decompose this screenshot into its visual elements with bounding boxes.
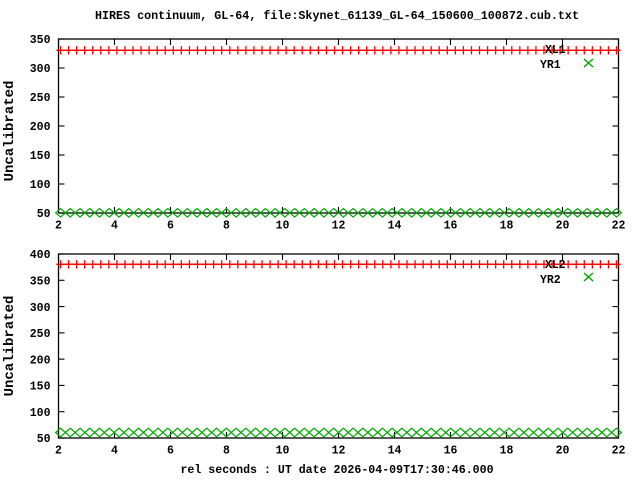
- svg-text:12: 12: [332, 445, 346, 458]
- svg-text:150: 150: [30, 150, 51, 163]
- svg-text:6: 6: [167, 220, 174, 233]
- svg-text:300: 300: [30, 302, 51, 315]
- svg-text:6: 6: [167, 445, 174, 458]
- svg-text:50: 50: [37, 433, 51, 446]
- svg-text:XL1: XL1: [545, 44, 566, 57]
- svg-text:100: 100: [30, 407, 51, 420]
- svg-text:YR1: YR1: [540, 59, 561, 72]
- svg-text:200: 200: [30, 121, 51, 134]
- svg-text:350: 350: [30, 34, 51, 47]
- svg-text:20: 20: [556, 445, 570, 458]
- svg-text:16: 16: [444, 445, 458, 458]
- svg-text:10: 10: [276, 220, 290, 233]
- svg-text:20: 20: [556, 220, 570, 233]
- svg-text:4: 4: [111, 445, 118, 458]
- svg-text:200: 200: [30, 354, 51, 367]
- svg-text:18: 18: [500, 220, 514, 233]
- svg-text:14: 14: [388, 445, 402, 458]
- svg-text:50: 50: [37, 208, 51, 221]
- svg-text:rel seconds : UT date 2026-04-: rel seconds : UT date 2026-04-09T17:30:4…: [180, 464, 493, 477]
- svg-text:2: 2: [55, 445, 62, 458]
- svg-text:Uncalibrated: Uncalibrated: [2, 296, 18, 397]
- svg-text:14: 14: [388, 220, 402, 233]
- svg-text:8: 8: [223, 445, 230, 458]
- svg-text:18: 18: [500, 445, 514, 458]
- svg-text:250: 250: [30, 328, 51, 341]
- svg-text:300: 300: [30, 63, 51, 76]
- svg-text:4: 4: [111, 220, 118, 233]
- svg-text:YR2: YR2: [540, 274, 561, 287]
- svg-text:Uncalibrated: Uncalibrated: [2, 81, 18, 182]
- svg-text:10: 10: [276, 445, 290, 458]
- svg-text:XL2: XL2: [545, 259, 566, 272]
- svg-text:22: 22: [612, 220, 626, 233]
- svg-text:HIRES continuum, GL-64, file:S: HIRES continuum, GL-64, file:Skynet_6113…: [95, 9, 579, 23]
- svg-text:100: 100: [30, 179, 51, 192]
- svg-text:150: 150: [30, 381, 51, 394]
- svg-text:22: 22: [612, 445, 626, 458]
- svg-text:12: 12: [332, 220, 346, 233]
- svg-text:2: 2: [55, 220, 62, 233]
- svg-text:350: 350: [30, 275, 51, 288]
- svg-text:400: 400: [30, 249, 51, 262]
- svg-text:8: 8: [223, 220, 230, 233]
- svg-text:16: 16: [444, 220, 458, 233]
- svg-text:250: 250: [30, 92, 51, 105]
